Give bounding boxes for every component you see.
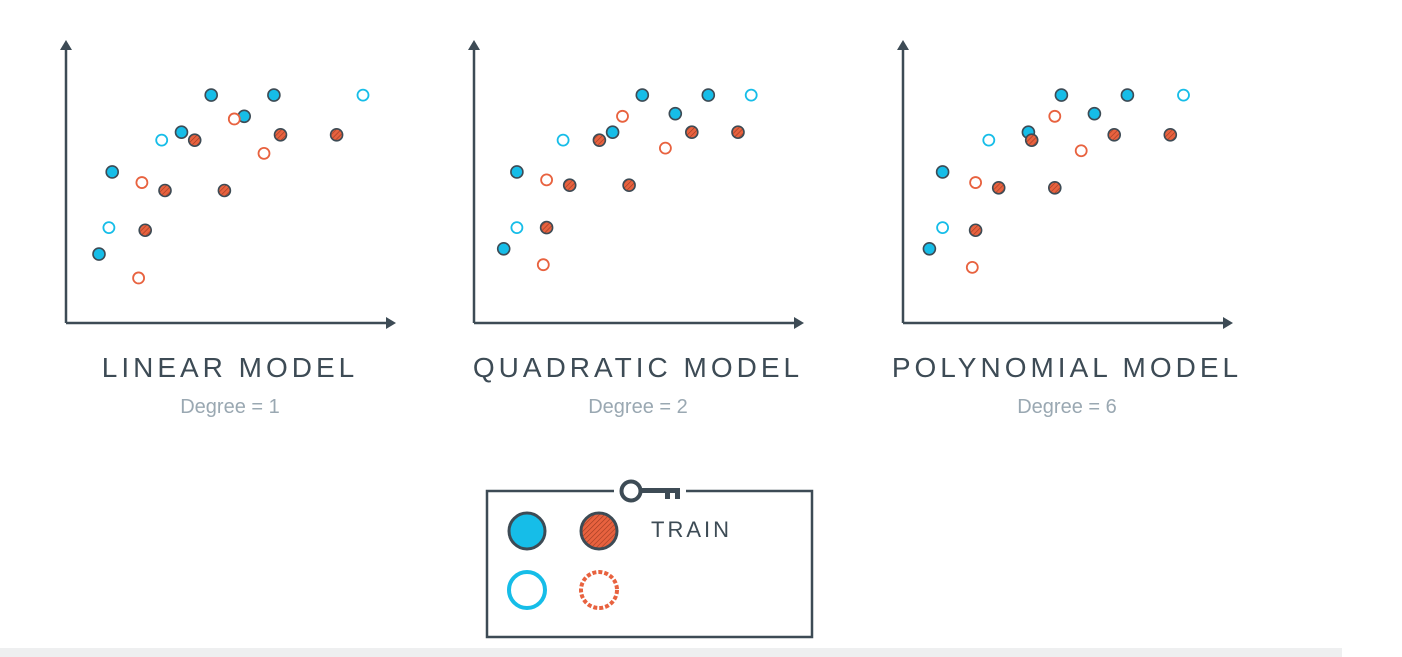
scatter-point <box>936 221 949 235</box>
scatter-point <box>105 165 119 179</box>
chart-title-linear: LINEAR MODEL <box>101 352 359 383</box>
chart-subtitle-polynomial: Degree = 6 <box>1017 396 1117 418</box>
bottom-strip <box>0 648 1342 657</box>
scatter-point <box>1048 181 1062 195</box>
x-axis-arrow <box>794 317 804 329</box>
scatter-point <box>536 258 550 272</box>
charts <box>60 40 1233 329</box>
scatter-point <box>217 183 232 198</box>
scatter-point <box>968 223 983 238</box>
scatter-point <box>155 133 169 147</box>
scatter-point <box>132 271 146 285</box>
chart-title-quadratic: QUADRATIC MODEL <box>472 352 804 383</box>
scatter-point <box>556 133 570 147</box>
legend <box>485 479 814 639</box>
scatter-point <box>273 128 288 142</box>
scatter-point <box>267 88 281 102</box>
scatter-point <box>935 165 950 179</box>
legend-marker-blue-open <box>507 570 547 610</box>
scatter-point <box>991 181 1006 195</box>
scatter-point <box>496 242 511 256</box>
scatter-point <box>744 88 758 102</box>
scatter-point <box>92 247 106 261</box>
scatter-point <box>510 165 524 179</box>
x-axis-arrow <box>1223 317 1233 329</box>
scatter-point <box>1177 88 1190 102</box>
scatter-point <box>605 125 620 139</box>
chart-subtitle-linear: Degree = 1 <box>180 396 280 418</box>
key-icon <box>614 479 686 504</box>
y-axis-arrow <box>897 40 909 50</box>
scatter-point <box>187 133 202 147</box>
scatter-point <box>562 178 577 192</box>
scatter-point <box>138 223 152 238</box>
scatter-point <box>684 125 699 139</box>
scatter-point <box>102 221 116 235</box>
legend-label-train: TRAIN <box>651 517 732 542</box>
scatter-point <box>1054 88 1069 102</box>
scatter-point <box>592 133 607 147</box>
scatter-point <box>510 221 524 235</box>
chart-3 <box>897 40 1233 329</box>
legend-marker-orange-filled <box>579 511 619 551</box>
chart-1 <box>60 40 396 329</box>
legend-box <box>485 489 814 639</box>
scatter-point <box>1024 133 1039 147</box>
scatter-point <box>135 176 149 189</box>
scatter-point <box>1107 128 1121 142</box>
scatter-point <box>1120 88 1135 102</box>
scatter-point <box>616 109 629 123</box>
scatter-point <box>356 88 370 102</box>
scatter-point <box>158 183 172 198</box>
y-axis-arrow <box>60 40 72 50</box>
scatter-point <box>965 260 979 274</box>
scatter-point <box>204 88 218 102</box>
scatter-point <box>969 176 982 189</box>
scatter-point <box>635 88 650 102</box>
scatter-point <box>982 133 996 147</box>
scatter-point <box>257 146 271 160</box>
chart-title-polynomial: POLYNOMIAL MODEL <box>891 352 1243 383</box>
scatter-point <box>539 220 554 235</box>
chart-subtitle-quadratic: Degree = 2 <box>588 396 688 418</box>
scatter-point <box>174 125 189 139</box>
scatter-point <box>668 106 683 121</box>
chart-2 <box>468 40 804 329</box>
scatter-point <box>922 242 937 256</box>
legend-marker-blue-filled <box>507 511 547 551</box>
y-axis-arrow <box>468 40 480 50</box>
scatter-point <box>1163 128 1178 142</box>
scatter-point <box>659 141 672 155</box>
scatter-point <box>329 128 344 142</box>
scatter-point <box>227 112 241 126</box>
x-axis-arrow <box>386 317 396 329</box>
scatter-point <box>1074 144 1088 158</box>
scatter-point <box>701 88 716 102</box>
scatter-point <box>731 125 745 139</box>
scatter-point <box>1048 109 1062 123</box>
scatter-point <box>622 178 636 192</box>
legend-marker-orange-open <box>579 570 619 610</box>
scatter-point <box>540 173 553 187</box>
scatter-point <box>1087 106 1102 121</box>
